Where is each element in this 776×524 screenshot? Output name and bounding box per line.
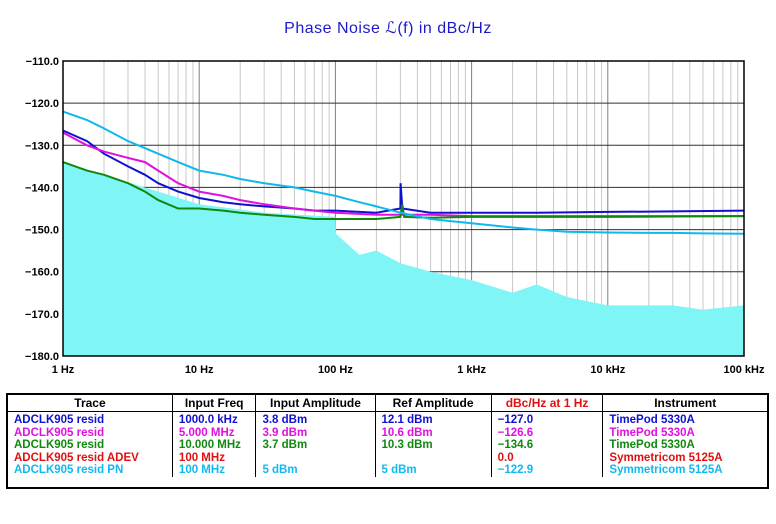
legend-header: dBc/Hz at 1 Hz <box>491 395 604 412</box>
chart-title: Phase Noise ℒ(f) in dBc/Hz <box>284 20 492 37</box>
legend-row: ADCLK905 resid 5.000 MHz 3.9 dBm 10.6 dBm −1… <box>8 426 767 439</box>
legend-cell: 5.000 MHz <box>172 426 257 439</box>
legend-cell: 3.8 dBm <box>255 411 376 427</box>
phase-noise-plot: −110.0 −120.0 −130.0 −140.0 −150.0 −160.0 −170… <box>25 56 765 376</box>
legend-cell: 12.1 dBm <box>375 411 492 427</box>
y-tick-label: −170.0 <box>25 309 59 321</box>
legend-cell: TimePod 5330A <box>609 426 695 439</box>
y-tick-label: −180.0 <box>25 351 59 363</box>
x-tick-label: 100 kHz <box>724 364 765 376</box>
legend-cell: ADCLK905 resid ADEV <box>8 451 173 464</box>
legend-cell: Symmetricom 5125A <box>609 464 723 476</box>
x-tick-label: 100 Hz <box>318 364 353 376</box>
legend-cell: 5 dBm <box>255 464 376 477</box>
x-tick-label: 1 Hz <box>52 364 75 376</box>
legend-table: Trace Input Freq Input Amplitude Ref Amplit… <box>6 393 769 489</box>
legend-cell: ADCLK905 resid <box>8 426 173 439</box>
legend-cell: ADCLK905 resid PN <box>8 464 173 477</box>
noise-floor-fill <box>63 162 744 356</box>
series-line-5 <box>62 110 745 235</box>
x-tick-label: 10 Hz <box>185 364 214 376</box>
legend-cell: 10.6 dBm <box>375 426 492 439</box>
x-tick-label: 10 kHz <box>590 364 625 376</box>
legend-header: Input Amplitude <box>255 395 376 412</box>
legend-cell: 5 dBm <box>375 464 492 477</box>
legend-header: Ref Amplitude <box>375 395 492 412</box>
legend-cell: 0.0 <box>491 451 604 464</box>
legend-cell: TimePod 5330A <box>609 414 695 426</box>
legend-row: ADCLK905 resid ADEV 100 MHz 0.0 Symmetricom… <box>8 451 767 464</box>
legend-cell: −126.6 <box>491 426 604 439</box>
legend-cell: 100 MHz <box>172 464 257 477</box>
legend-row: ADCLK905 resid PN 100 MHz 5 dBm 5 dBm −122.9… <box>8 464 767 477</box>
plot-frame <box>62 60 745 357</box>
y-tick-label: −110.0 <box>26 56 59 68</box>
legend-cell: −134.6 <box>491 439 604 452</box>
x-tick-label: 1 kHz <box>457 364 486 376</box>
legend-cell: 1000.0 kHz <box>172 411 257 427</box>
legend-cell <box>375 451 492 464</box>
y-tick-label: −150.0 <box>25 225 59 237</box>
legend-cell: −122.9 <box>491 464 604 477</box>
series-line-3 <box>62 161 745 220</box>
legend-row: ADCLK905 resid 10.000 MHz 3.7 dBm 10.3 dBm −… <box>8 439 767 452</box>
legend-row: ADCLK905 resid 1000.0 kHz 3.8 dBm 12.1 dBm −… <box>8 411 767 427</box>
legend-cell: 3.9 dBm <box>255 426 376 439</box>
legend-cell: 10.000 MHz <box>172 439 257 452</box>
legend-cell: 100 MHz <box>172 451 257 464</box>
legend-cell: Symmetricom 5125A <box>609 451 723 464</box>
y-tick-label: −160.0 <box>25 267 59 279</box>
legend-cell: −127.0 <box>491 411 604 427</box>
legend-header: Input Freq <box>172 395 257 412</box>
legend-cell: ADCLK905 resid <box>8 439 173 452</box>
y-tick-label: −140.0 <box>25 182 59 194</box>
legend-cell: TimePod 5330A <box>609 439 695 451</box>
legend-header: Instrument <box>602 395 767 412</box>
legend-cell: 10.3 dBm <box>375 439 492 452</box>
legend-cell: 3.7 dBm <box>255 439 376 452</box>
y-tick-label: −130.0 <box>25 140 59 152</box>
legend-cell: ADCLK905 resid <box>8 411 173 427</box>
legend-cell <box>255 451 376 464</box>
y-tick-label: −120.0 <box>25 98 59 110</box>
legend-header: Trace <box>8 395 173 412</box>
